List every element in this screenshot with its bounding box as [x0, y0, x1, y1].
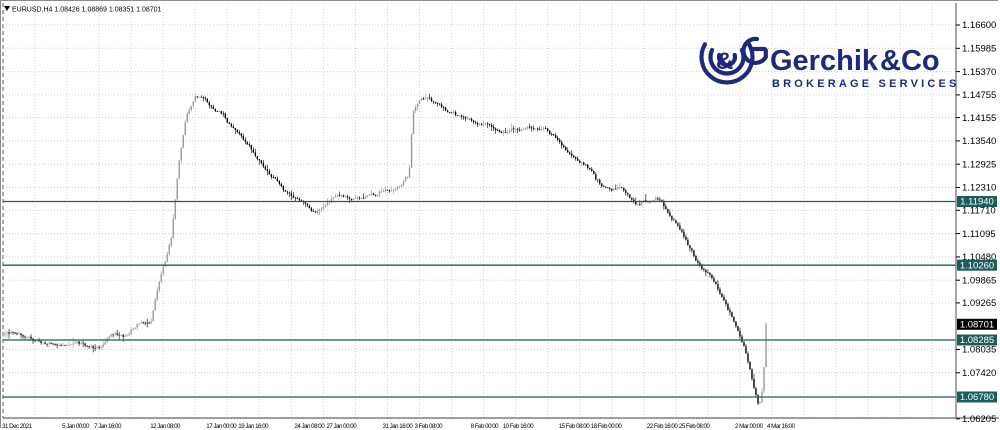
svg-text:1.08285: 1.08285	[960, 335, 994, 346]
svg-text:17 Jan 00:00: 17 Jan 00:00	[206, 423, 237, 429]
svg-text:1.12925: 1.12925	[962, 159, 996, 170]
svg-text:BROKERAGE SERVICES: BROKERAGE SERVICES	[772, 78, 960, 90]
svg-text:1.08701: 1.08701	[960, 320, 994, 331]
svg-text:1.11940: 1.11940	[960, 197, 994, 208]
svg-text:1.12310: 1.12310	[962, 183, 996, 194]
svg-text:18 Feb 00:00: 18 Feb 00:00	[591, 423, 623, 429]
svg-text:1.15985: 1.15985	[962, 44, 996, 55]
svg-text:1.06780: 1.06780	[960, 392, 994, 403]
svg-text:&: &	[716, 48, 733, 75]
svg-text:15 Feb 08:00: 15 Feb 08:00	[559, 423, 591, 429]
svg-text:EURUSD,H4 1.08426 1.08869 1.0: EURUSD,H4 1.08426 1.08869 1.08351 1.0870…	[12, 7, 162, 14]
svg-text:1.16600: 1.16600	[962, 20, 996, 31]
svg-text:2 Mar 00:00: 2 Mar 00:00	[735, 423, 764, 429]
svg-text:5 Jan 00:00: 5 Jan 00:00	[62, 423, 90, 429]
svg-text:1.11095: 1.11095	[962, 229, 996, 240]
svg-text:3 Feb 08:00: 3 Feb 08:00	[415, 423, 444, 429]
svg-text:&Co: &Co	[880, 45, 940, 77]
svg-text:1.09865: 1.09865	[962, 275, 996, 286]
svg-text:1.08035: 1.08035	[962, 345, 996, 356]
svg-text:1.10260: 1.10260	[960, 260, 994, 271]
svg-text:22 Feb 16:00: 22 Feb 16:00	[647, 423, 679, 429]
svg-text:1.09265: 1.09265	[962, 298, 996, 309]
svg-text:24 Jan 08:00: 24 Jan 08:00	[294, 423, 325, 429]
svg-text:1.14155: 1.14155	[962, 113, 996, 124]
svg-text:19 Jan 16:00: 19 Jan 16:00	[238, 423, 269, 429]
svg-text:12 Jan 08:00: 12 Jan 08:00	[150, 423, 181, 429]
svg-text:25 Feb 08:00: 25 Feb 08:00	[679, 423, 711, 429]
svg-text:Gerchik: Gerchik	[770, 45, 879, 77]
svg-text:31 Dec 2021: 31 Dec 2021	[2, 423, 33, 429]
svg-text:7 Jan 16:00: 7 Jan 16:00	[94, 423, 122, 429]
svg-text:8 Feb 00:00: 8 Feb 00:00	[471, 423, 500, 429]
svg-text:10 Feb 16:00: 10 Feb 16:00	[503, 423, 535, 429]
svg-text:1.13540: 1.13540	[962, 136, 996, 147]
svg-text:1.15370: 1.15370	[962, 67, 996, 78]
svg-text:27 Jan 00:00: 27 Jan 00:00	[326, 423, 357, 429]
svg-text:31 Jan 16:00: 31 Jan 16:00	[383, 423, 414, 429]
svg-text:1.07420: 1.07420	[962, 368, 996, 379]
svg-text:1.14755: 1.14755	[962, 90, 996, 101]
svg-text:4 Mar 16:00: 4 Mar 16:00	[767, 423, 796, 429]
svg-text:1.06205: 1.06205	[962, 414, 996, 425]
